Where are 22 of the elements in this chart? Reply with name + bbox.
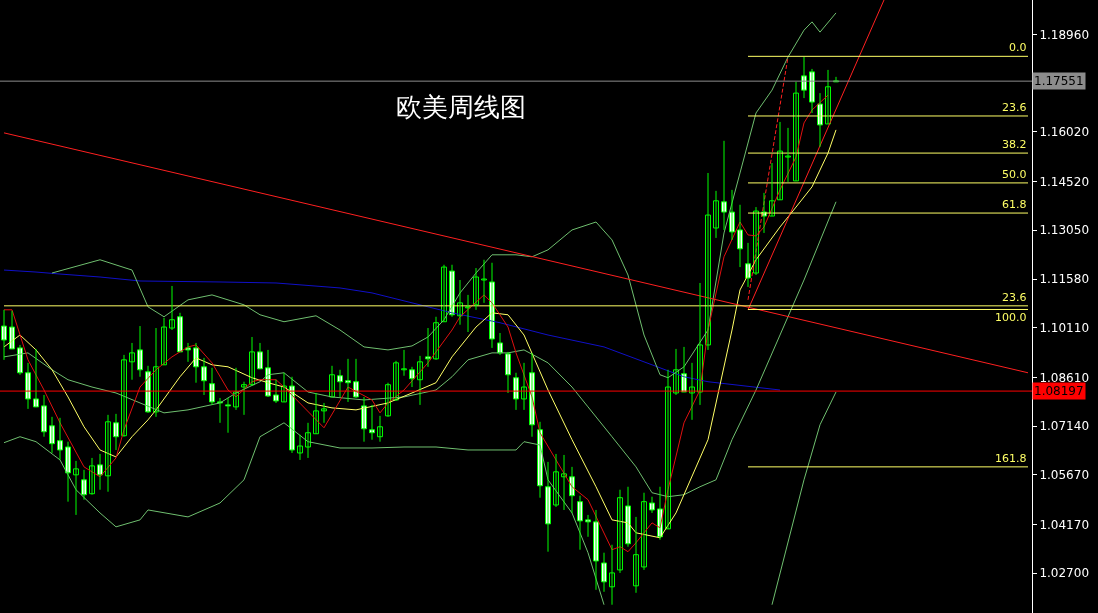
annotation: 50.0 [1002,168,1027,181]
annotation: 0.0 [1009,41,1027,54]
y-tick-label: 1.08610 [1039,370,1090,385]
y-tick-label: 1.02700 [1039,566,1090,581]
annotation: 161.8 [995,452,1027,465]
y-tick-label: 1.05670 [1039,468,1090,483]
ref-line-label: 1.08197 [1034,384,1084,398]
text: 欧美周线图 [396,92,527,123]
y-tick-label: 1.18960 [1039,27,1090,42]
y-tick-label: 1.04170 [1039,517,1090,532]
ref-line-label: 1.17551 [1034,74,1084,88]
annotation: 38.2 [1002,138,1027,151]
y-tick-label: 1.11580 [1039,272,1090,287]
annotation: 61.8 [1002,198,1027,211]
y-tick-label: 1.16020 [1039,125,1090,140]
y-tick-label: 1.13050 [1039,223,1090,238]
annotation: 23.6 [1002,101,1027,114]
y-tick-label: 1.14520 [1039,174,1090,189]
annotation: 100.0 [995,311,1027,324]
annotation: 23.6 [1002,291,1027,304]
y-tick-label: 1.10110 [1039,320,1090,335]
y-tick-label: 1.07140 [1039,419,1090,434]
